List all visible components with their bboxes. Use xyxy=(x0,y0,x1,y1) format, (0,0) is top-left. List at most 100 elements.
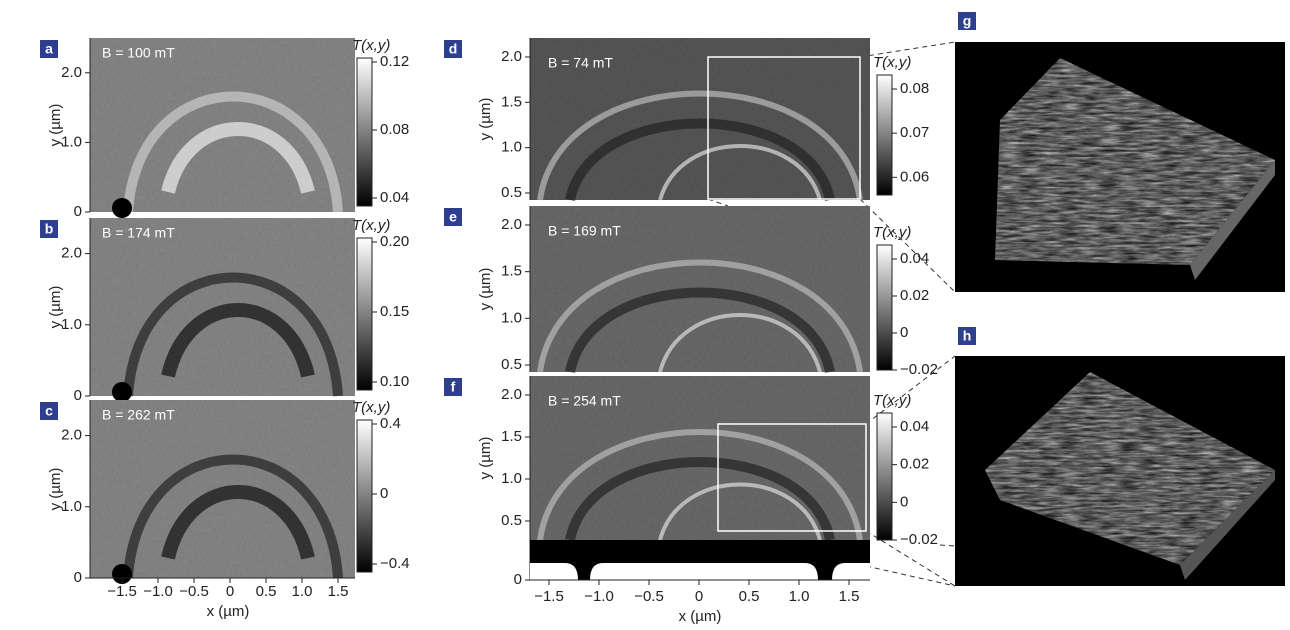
y-tick-label: 0 xyxy=(74,569,82,586)
field-label: B = 254 mT xyxy=(548,393,621,409)
colorbar-title: T(x,y) xyxy=(352,399,390,416)
field-label: B = 74 mT xyxy=(548,55,613,71)
surface-h xyxy=(985,372,1275,565)
surface-g xyxy=(995,58,1275,265)
colorbar-tick-label: 0.08 xyxy=(380,121,409,138)
colorbar-tick-label: 0 xyxy=(380,485,388,502)
panel-label: f xyxy=(451,379,456,395)
field-label: B = 169 mT xyxy=(548,223,621,239)
y-tick-label: 0 xyxy=(74,387,82,404)
panel-label-box xyxy=(40,220,58,238)
y-tick-label: 1.0 xyxy=(501,309,522,326)
map-feature xyxy=(658,313,822,373)
panel-label-box xyxy=(444,378,462,396)
x-tick-label: 0.5 xyxy=(739,588,760,605)
x-tick-label: −0.5 xyxy=(634,588,664,605)
colorbar-tick-label: 0.08 xyxy=(900,80,929,97)
y-tick-label: 0.5 xyxy=(501,184,522,201)
map-feature xyxy=(565,287,835,374)
colorbar-tick-label: 0 xyxy=(900,493,908,510)
electrode-gap xyxy=(530,563,870,580)
y-tick-label: 2.0 xyxy=(501,386,522,403)
panel-label: e xyxy=(449,209,457,225)
x-tick-label: −1.5 xyxy=(534,588,564,605)
colorbar xyxy=(356,57,373,207)
map-feature xyxy=(112,198,132,218)
x-axis-label: x (µm) xyxy=(207,603,250,620)
colorbar xyxy=(876,74,893,196)
colorbar-tick-label: 0.02 xyxy=(900,287,929,304)
y-tick-label: 2.0 xyxy=(501,48,522,65)
panel-label: h xyxy=(963,328,972,344)
map-feature xyxy=(161,303,315,378)
y-tick-label: 1.0 xyxy=(501,470,522,487)
panel-label: a xyxy=(45,41,53,57)
x-tick-label: 1.5 xyxy=(328,583,349,600)
map-feature xyxy=(123,91,343,213)
y-tick-label: 2.0 xyxy=(61,245,82,262)
map-feature xyxy=(658,144,822,201)
colorbar xyxy=(356,237,373,391)
y-tick-label: 0 xyxy=(514,571,522,588)
y-tick-label: 1.0 xyxy=(501,139,522,156)
x-tick-label: −0.5 xyxy=(179,583,209,600)
y-axis-label: y (µm) xyxy=(477,437,494,480)
map-feature xyxy=(123,272,343,397)
y-tick-label: 0.5 xyxy=(501,356,522,373)
colorbar-tick-label: 0 xyxy=(900,324,908,341)
colorbar-title: T(x,y) xyxy=(873,224,911,241)
y-axis-label: y (µm) xyxy=(477,98,494,141)
colorbar-tick-label: −0.02 xyxy=(900,531,938,548)
y-tick-label: 1.0 xyxy=(61,498,82,515)
panel-label-box xyxy=(958,327,976,345)
colorbar-title: T(x,y) xyxy=(352,217,390,234)
map-feature xyxy=(537,90,863,201)
colorbar-tick-label: 0.04 xyxy=(900,250,929,267)
surface-edge xyxy=(1190,160,1275,280)
colorbar-tick-label: 0.04 xyxy=(900,418,929,435)
map-feature xyxy=(161,122,315,194)
x-tick-label: 1.0 xyxy=(789,588,810,605)
panel-label-box xyxy=(40,40,58,58)
map-feature xyxy=(161,485,315,560)
field-label: B = 262 mT xyxy=(102,407,175,423)
y-axis-label: y (µm) xyxy=(47,104,64,147)
field-label: B = 100 mT xyxy=(102,45,175,61)
zoom-box xyxy=(717,423,867,532)
colorbar-tick-label: 0.12 xyxy=(380,53,409,70)
colorbar-tick-label: −0.4 xyxy=(380,555,410,572)
zoom-box xyxy=(707,56,861,200)
field-label: B = 174 mT xyxy=(102,225,175,241)
panel-label: d xyxy=(449,41,458,57)
y-tick-label: 2.0 xyxy=(61,427,82,444)
y-axis-label: y (µm) xyxy=(47,468,64,511)
y-axis-label: y (µm) xyxy=(47,286,64,329)
panel-label: c xyxy=(45,403,53,419)
colorbar-title: T(x,y) xyxy=(352,37,390,54)
map-feature xyxy=(565,118,835,202)
y-tick-label: 1.0 xyxy=(61,133,82,150)
colorbar xyxy=(356,419,373,573)
colorbar-tick-label: 0.04 xyxy=(380,189,409,206)
map-feature xyxy=(565,457,835,542)
colorbar-tick-label: 0.15 xyxy=(380,303,409,320)
y-tick-label: 1.0 xyxy=(61,316,82,333)
x-tick-label: 0 xyxy=(226,583,234,600)
colorbar-title: T(x,y) xyxy=(873,54,911,71)
map-feature xyxy=(537,259,863,373)
y-tick-label: 2.0 xyxy=(501,216,522,233)
panel-label-box xyxy=(444,40,462,58)
map-feature xyxy=(658,482,822,541)
colorbar-tick-label: 0.07 xyxy=(900,124,929,141)
colorbar-tick-label: 0.02 xyxy=(900,456,929,473)
colorbar-tick-label: 0.20 xyxy=(380,233,409,250)
colorbar-tick-label: −0.02 xyxy=(900,361,938,378)
x-tick-label: 0.5 xyxy=(256,583,277,600)
y-tick-label: 0.5 xyxy=(501,512,522,529)
y-tick-label: 0 xyxy=(74,203,82,220)
y-tick-label: 1.5 xyxy=(501,428,522,445)
panel-label-box xyxy=(958,12,976,30)
y-tick-label: 1.5 xyxy=(501,263,522,280)
x-tick-label: 1.5 xyxy=(839,588,860,605)
